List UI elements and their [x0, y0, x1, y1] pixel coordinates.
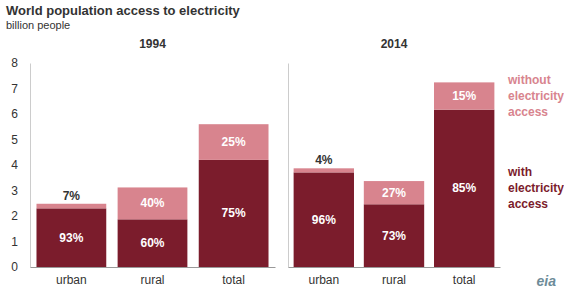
y-axis-line: [288, 64, 289, 268]
y-tick: 8: [11, 56, 30, 70]
legend-label-line: electricity: [508, 89, 564, 103]
x-tick-label: urban: [308, 273, 339, 287]
share-label: 96%: [312, 213, 336, 227]
legend-label: without electricity access: [507, 73, 564, 119]
share-label: 75%: [222, 206, 246, 220]
share-label: 27%: [382, 186, 406, 200]
share-label: 7%: [63, 189, 81, 203]
bar-segment: [434, 82, 494, 109]
x-tick: rural: [382, 267, 406, 287]
share-label: 25%: [222, 135, 246, 149]
panel: 1994 0 1 2 3 4 5 6 7 8 urban rural total 93% 60% 75% 7% 4…: [11, 37, 275, 287]
y-tick-label: 8: [11, 56, 18, 70]
bars: [294, 82, 495, 267]
x-tick: rural: [140, 267, 164, 287]
y-tick: 1: [11, 235, 30, 249]
bar-segment: [36, 204, 106, 209]
bar-segment: [294, 168, 354, 172]
legend-label: with electricity access: [507, 165, 564, 211]
legend-label-line: without: [507, 73, 551, 87]
panel-title: 1994: [139, 37, 166, 51]
share-label: 93%: [59, 231, 83, 245]
legend-label-line: access: [508, 105, 548, 119]
legend-label-line: electricity: [508, 181, 564, 195]
bar-segment: [36, 208, 106, 267]
bar-segment: [199, 124, 269, 160]
legend: with electricity access without electricity a…: [507, 73, 564, 211]
x-tick: urban: [56, 267, 87, 287]
share-label: 4%: [315, 153, 333, 167]
y-tick-label: 1: [11, 235, 18, 249]
bar-segment: [199, 160, 269, 267]
y-tick-label: 3: [11, 184, 18, 198]
x-axis: urban rural total: [289, 267, 501, 287]
share-labels: 93% 60% 75% 7% 40% 25%: [59, 135, 246, 250]
share-label: 85%: [452, 181, 476, 195]
panel-title: 2014: [381, 37, 408, 51]
x-tick-label: rural: [140, 273, 164, 287]
x-tick: total: [453, 267, 476, 287]
bar-segment: [118, 187, 188, 219]
bars: [36, 124, 268, 267]
share-label: 60%: [140, 236, 164, 250]
chart-container: World population access to electricitybi…: [0, 0, 564, 293]
y-tick: 3: [11, 184, 30, 198]
bar-segment: [364, 204, 424, 267]
share-label: 15%: [452, 89, 476, 103]
y-tick-label: 5: [11, 133, 18, 147]
x-tick-label: total: [222, 273, 245, 287]
share-labels: 96% 73% 85% 4% 27% 15%: [312, 89, 477, 243]
y-tick: 4: [11, 158, 30, 172]
bar-segment: [294, 172, 354, 267]
y-tick-label: 6: [11, 107, 18, 121]
x-axis-line: [289, 267, 501, 268]
share-label: 40%: [140, 196, 164, 210]
legend-label-line: access: [508, 197, 548, 211]
y-axis: [288, 64, 290, 268]
y-tick: 0: [11, 260, 30, 274]
logo: eia: [537, 273, 557, 289]
x-tick-label: urban: [56, 273, 87, 287]
chart-svg: World population access to electricitybi…: [0, 0, 564, 293]
bar-segment: [434, 110, 494, 267]
y-tick-label: 2: [11, 209, 18, 223]
y-tick: 6: [11, 107, 30, 121]
y-tick-label: 0: [11, 260, 18, 274]
share-label: 73%: [382, 229, 406, 243]
chart-title: World population access to electricity: [6, 3, 241, 18]
y-tick-label: 4: [11, 158, 18, 172]
y-axis-line: [30, 64, 31, 268]
y-tick: 7: [11, 82, 30, 96]
y-tick: 5: [11, 133, 30, 147]
panel: 2014 urban rural total 96% 73% 85% 4% 27% 15% with…: [288, 37, 564, 287]
y-axis: 0 1 2 3 4 5 6 7 8: [11, 56, 30, 274]
bar-segment: [364, 181, 424, 204]
x-tick-label: total: [453, 273, 476, 287]
y-tick-label: 7: [11, 82, 18, 96]
bar-segment: [118, 219, 188, 267]
x-axis: urban rural total: [31, 267, 276, 287]
x-tick: total: [222, 267, 245, 287]
legend-label-line: with: [507, 165, 532, 179]
x-tick-label: rural: [382, 273, 406, 287]
chart-subtitle: billion people: [6, 19, 70, 31]
x-tick: urban: [308, 267, 339, 287]
y-tick: 2: [11, 209, 30, 223]
x-axis-line: [31, 267, 276, 268]
